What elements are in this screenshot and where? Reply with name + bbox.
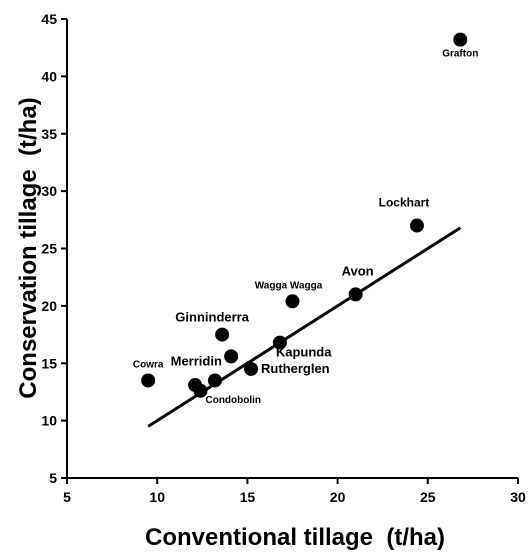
point-label: Rutherglen xyxy=(261,361,330,376)
x-tick-label: 25 xyxy=(420,489,436,505)
y-tick-label: 5 xyxy=(49,470,57,486)
x-axis-title: Conventional tillage (t/ha) xyxy=(145,524,445,551)
data-point xyxy=(224,349,239,364)
y-tick-label: 15 xyxy=(41,355,57,371)
point-label: Ginninderra xyxy=(175,310,249,325)
point-label: Wagga Wagga xyxy=(255,280,323,291)
point-label: Merridin xyxy=(171,353,222,368)
x-tick-label: 15 xyxy=(240,489,256,505)
x-tick-label: 20 xyxy=(330,489,346,505)
data-point xyxy=(453,32,468,47)
y-tick-label: 30 xyxy=(41,183,57,199)
point-label: Avon xyxy=(342,263,374,278)
point-label: Lockhart xyxy=(379,196,430,210)
trendline xyxy=(147,226,462,428)
data-point xyxy=(193,383,208,398)
x-tick-label: 10 xyxy=(149,489,165,505)
data-point xyxy=(141,373,156,388)
point-label: Grafton xyxy=(442,49,478,60)
y-tick-label: 45 xyxy=(41,11,57,27)
y-tick-label: 25 xyxy=(41,241,57,257)
data-point xyxy=(272,335,287,350)
data-point xyxy=(285,294,300,309)
y-axis-title: Conservation tillage (t/ha) xyxy=(15,97,42,398)
data-point xyxy=(215,327,230,342)
data-point xyxy=(207,373,222,388)
y-tick-label: 35 xyxy=(41,126,57,142)
data-points xyxy=(141,32,468,398)
trendline-group xyxy=(147,226,462,428)
data-point xyxy=(409,218,424,233)
y-tick-label: 40 xyxy=(41,68,57,84)
y-tick-label: 10 xyxy=(41,413,57,429)
y-ticks: 5 10 15 20 25 30 35 40 45 xyxy=(41,11,67,486)
point-label: Cowra xyxy=(133,359,164,370)
point-labels: Grafton Lockhart Avon Wagga Wagga Ginninderr… xyxy=(133,49,478,406)
data-point xyxy=(348,287,363,302)
x-ticks: 5 10 15 20 25 30 xyxy=(63,478,526,505)
point-label: Condobolin xyxy=(205,395,261,406)
x-tick-label: 30 xyxy=(510,489,526,505)
y-tick-label: 20 xyxy=(41,298,57,314)
data-point xyxy=(244,361,259,376)
x-tick-label: 5 xyxy=(63,489,71,505)
axes xyxy=(66,19,518,479)
point-label: Kapunda xyxy=(276,345,332,360)
